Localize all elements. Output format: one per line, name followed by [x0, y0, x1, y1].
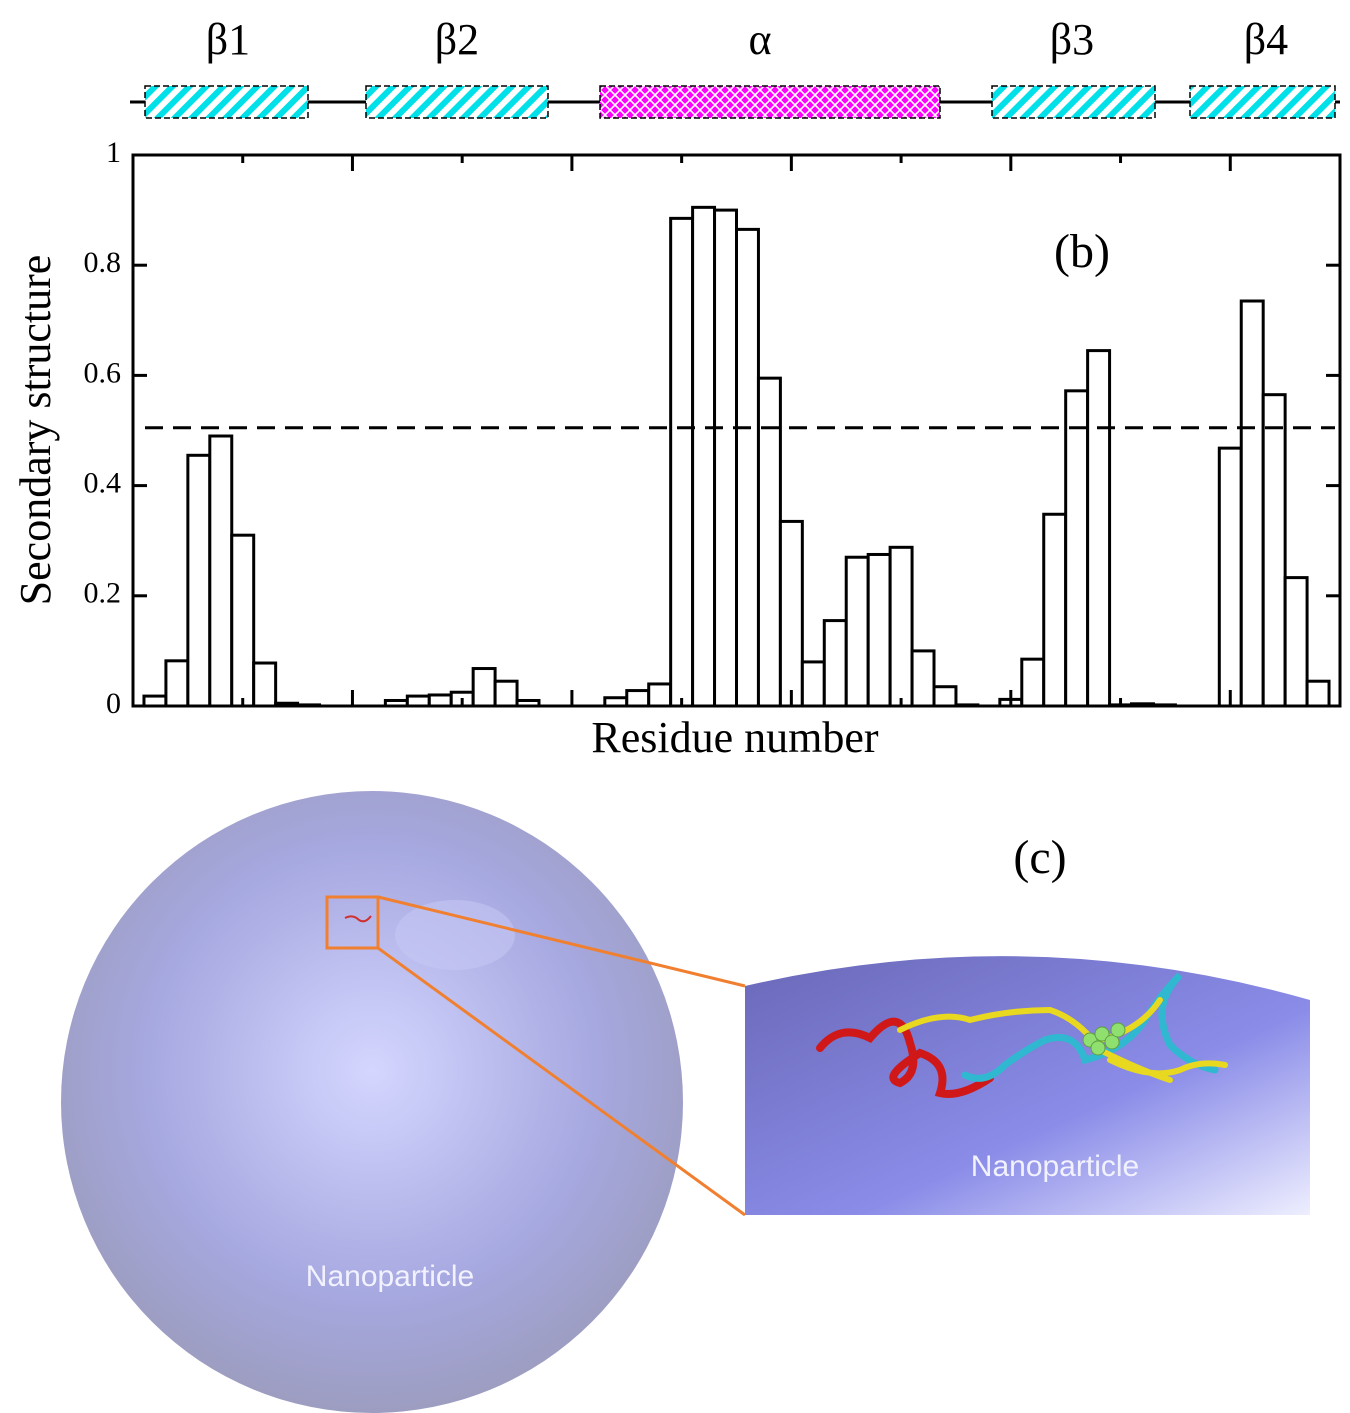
x-axis-label: Residue number — [591, 713, 879, 762]
bar — [822, 619, 848, 708]
bar — [186, 453, 212, 708]
bar — [427, 693, 453, 708]
bar — [778, 519, 804, 708]
y-axis-label: Secondary structure — [11, 255, 60, 606]
y-tick-label: 0.8 — [84, 246, 122, 279]
y-tick-label: 0 — [106, 687, 121, 720]
plot: 0 0.2 0.4 0.6 0.8 1 — [84, 136, 1342, 720]
element-label: β3 — [1050, 15, 1094, 64]
element-label: β4 — [1244, 15, 1288, 64]
protein-small — [344, 915, 372, 923]
bar — [844, 555, 870, 708]
bar — [164, 659, 190, 708]
bar — [493, 679, 519, 708]
highlight — [395, 900, 515, 970]
beta-box — [144, 85, 309, 119]
bar — [910, 649, 936, 708]
bar — [669, 216, 695, 708]
strip-labels: β1 β2 α β3 β4 — [206, 15, 1288, 64]
alpha-box — [599, 85, 941, 119]
element-label: α — [748, 15, 771, 64]
beta-box — [365, 85, 549, 119]
zoom-box — [325, 895, 380, 950]
bar — [1261, 393, 1287, 708]
bar — [1064, 389, 1090, 708]
bar — [1020, 657, 1046, 708]
y-tick-label: 0.6 — [84, 356, 122, 389]
y-tick-label: 0.4 — [84, 466, 122, 499]
bar — [713, 208, 739, 708]
zoom-lines — [377, 895, 746, 1217]
bar — [1305, 679, 1331, 708]
beta-box — [1189, 85, 1336, 119]
bar — [208, 434, 234, 708]
bar — [866, 552, 892, 708]
bar — [252, 661, 278, 708]
bar — [691, 205, 717, 708]
panel-label: (c) — [1013, 831, 1066, 884]
element-label: β1 — [206, 15, 250, 64]
sphere-label: Nanoparticle — [306, 1260, 474, 1293]
bar — [471, 667, 497, 708]
bar — [888, 545, 914, 708]
bar — [625, 689, 651, 708]
bar — [1239, 299, 1265, 708]
bar — [1086, 349, 1112, 708]
bar — [1283, 576, 1309, 708]
zoom-label: Nanoparticle — [971, 1150, 1139, 1183]
ligand — [1082, 1022, 1126, 1056]
y-tick-label: 0.2 — [84, 577, 122, 610]
strip-boxes — [144, 85, 1336, 119]
panel-label: (b) — [1054, 225, 1110, 278]
bar — [1217, 446, 1243, 708]
axes-frame — [131, 153, 1342, 708]
element-label: β2 — [435, 15, 479, 64]
bar — [735, 227, 760, 708]
y-tick-label: 1 — [106, 136, 121, 169]
bar — [932, 685, 958, 708]
bar — [1042, 512, 1068, 708]
beta-box — [991, 85, 1156, 119]
bar — [800, 660, 826, 708]
bar — [230, 533, 256, 708]
nanoparticle-sphere — [61, 791, 683, 1413]
bar — [647, 682, 673, 708]
